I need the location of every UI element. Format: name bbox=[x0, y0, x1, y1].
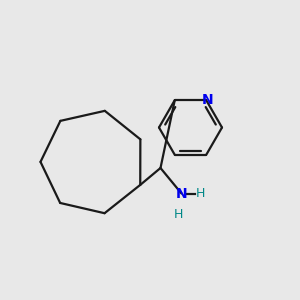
Text: H: H bbox=[174, 208, 183, 221]
Text: H: H bbox=[196, 187, 205, 200]
Text: N: N bbox=[202, 93, 214, 107]
Text: N: N bbox=[176, 187, 187, 200]
